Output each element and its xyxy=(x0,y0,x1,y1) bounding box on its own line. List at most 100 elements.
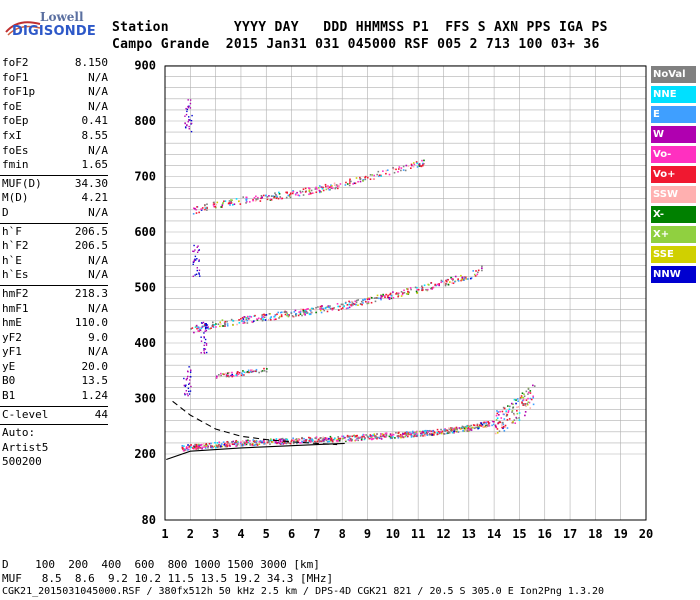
echo-point xyxy=(334,187,337,190)
echo-point xyxy=(482,425,485,428)
echo-point xyxy=(233,442,236,444)
echo-point xyxy=(461,277,464,280)
echo-point xyxy=(309,192,312,195)
echo-point xyxy=(380,298,382,301)
echo-point xyxy=(372,434,374,436)
echo-point xyxy=(440,279,443,282)
echo-point xyxy=(187,449,189,451)
echo-point xyxy=(355,439,357,441)
echo-point xyxy=(333,437,336,440)
echo-point xyxy=(408,433,410,436)
parameter-name: C-level xyxy=(2,407,49,421)
echo-point xyxy=(373,174,376,177)
echo-point xyxy=(186,393,188,395)
echo-point xyxy=(462,278,465,281)
echo-point xyxy=(367,302,370,305)
echo-point xyxy=(424,432,427,434)
parameter-name: foF1p xyxy=(2,85,36,99)
echo-point xyxy=(400,169,402,172)
echo-point xyxy=(231,375,234,378)
echo-point xyxy=(497,422,500,424)
echo-point xyxy=(188,382,191,384)
echo-point xyxy=(221,202,224,205)
echo-point xyxy=(212,325,214,327)
echo-point xyxy=(503,429,506,432)
echo-point xyxy=(189,369,192,372)
echo-point xyxy=(457,431,460,433)
echo-point xyxy=(318,440,320,443)
echo-point xyxy=(361,435,363,438)
echo-point xyxy=(464,276,467,279)
echo-point xyxy=(292,437,294,440)
echo-point xyxy=(348,303,350,306)
echo-point xyxy=(320,440,322,443)
echo-point xyxy=(308,190,311,193)
echo-point xyxy=(188,128,190,130)
echo-point xyxy=(502,423,505,426)
echo-point xyxy=(406,288,408,290)
echo-point xyxy=(522,397,525,399)
echo-point xyxy=(195,212,198,214)
echo-point xyxy=(389,436,392,439)
echo-point xyxy=(198,326,201,329)
echo-point xyxy=(223,373,225,376)
echo-point xyxy=(355,301,358,304)
echo-point xyxy=(532,384,534,387)
echo-point xyxy=(278,192,281,195)
echo-point xyxy=(515,399,517,401)
echo-point xyxy=(246,317,248,319)
echo-point xyxy=(198,445,200,448)
echo-point xyxy=(197,446,199,449)
echo-point xyxy=(242,322,245,324)
echo-point xyxy=(276,442,278,445)
echo-point xyxy=(278,317,280,319)
echo-point xyxy=(501,410,504,413)
echo-point xyxy=(443,281,446,284)
parameter-name: h`E xyxy=(2,253,22,267)
echo-point xyxy=(255,368,258,371)
echo-point xyxy=(299,313,302,315)
echo-point xyxy=(302,440,305,443)
echo-point xyxy=(463,277,466,279)
echo-point xyxy=(302,308,305,311)
echo-point xyxy=(247,439,249,442)
echo-point xyxy=(275,441,277,444)
legend-entry-noval: NoVal xyxy=(651,66,696,83)
echo-point xyxy=(280,315,283,318)
echo-point xyxy=(436,431,439,434)
echo-point xyxy=(235,441,237,444)
echo-point xyxy=(273,315,276,318)
echo-point xyxy=(282,439,285,441)
echo-point xyxy=(451,278,453,280)
echo-point xyxy=(521,399,524,402)
echo-point xyxy=(245,439,248,442)
echo-point xyxy=(437,430,440,433)
echo-point xyxy=(345,307,348,310)
parameter-name: hmF1 xyxy=(2,301,29,315)
parameter-row: foF1 N/A xyxy=(0,71,112,86)
echo-point xyxy=(253,197,256,199)
echo-point xyxy=(228,371,231,374)
parameter-row: h`F2 206.5 xyxy=(0,239,112,254)
echo-point xyxy=(431,430,433,433)
echo-point xyxy=(527,391,530,394)
echo-point xyxy=(337,436,339,438)
echo-point xyxy=(412,431,415,434)
echo-point xyxy=(325,185,327,188)
echo-point xyxy=(191,114,193,117)
echo-point xyxy=(480,425,482,427)
parameter-value: N/A xyxy=(88,99,108,113)
echo-point xyxy=(378,175,380,178)
echo-point xyxy=(378,174,381,177)
parameter-name: hmF2 xyxy=(2,286,29,300)
echo-point xyxy=(500,417,503,419)
echo-point xyxy=(402,436,404,438)
echo-point xyxy=(383,436,386,438)
echo-point xyxy=(251,369,254,371)
echo-point xyxy=(230,318,233,321)
echo-point xyxy=(194,445,197,448)
echo-point xyxy=(294,309,297,312)
trace-2f-multi-hop xyxy=(190,265,483,334)
echo-point xyxy=(220,443,223,445)
echo-point xyxy=(274,314,277,317)
